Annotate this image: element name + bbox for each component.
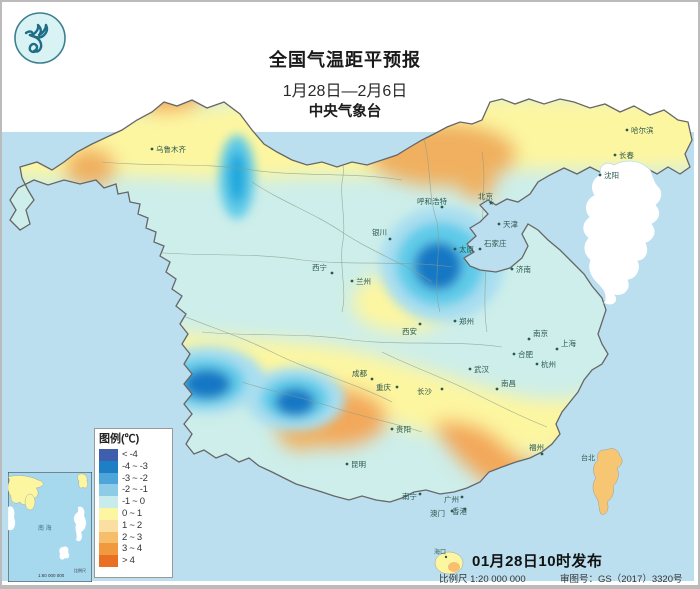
svg-text:哈尔滨: 哈尔滨 <box>631 125 654 135</box>
svg-text:南昌: 南昌 <box>501 378 516 388</box>
svg-text:北京: 北京 <box>478 191 493 201</box>
svg-text:石家庄: 石家庄 <box>484 238 507 248</box>
svg-text:银川: 银川 <box>372 228 387 237</box>
svg-text:西安: 西安 <box>402 326 417 336</box>
svg-text:天津: 天津 <box>503 220 518 229</box>
svg-text:成都: 成都 <box>352 368 367 378</box>
svg-text:比例尺: 比例尺 <box>74 567 86 573</box>
svg-text:澳门: 澳门 <box>430 508 445 518</box>
svg-text:济南: 济南 <box>516 264 531 274</box>
svg-text:福州: 福州 <box>529 443 544 452</box>
svg-text:昆明: 昆明 <box>351 460 366 469</box>
svg-text:广州: 广州 <box>444 494 459 504</box>
svg-text:南宁: 南宁 <box>402 491 417 501</box>
svg-text:武汉: 武汉 <box>474 364 489 374</box>
svg-text:乌鲁木齐: 乌鲁木齐 <box>156 144 186 154</box>
svg-text:呼和浩特: 呼和浩特 <box>417 196 447 206</box>
svg-text:郑州: 郑州 <box>459 316 474 326</box>
svg-text:南 海: 南 海 <box>38 524 52 532</box>
svg-text:贵阳: 贵阳 <box>396 424 411 434</box>
svg-text:沈阳: 沈阳 <box>604 170 619 180</box>
svg-text:合肥: 合肥 <box>518 349 533 359</box>
svg-text:太原: 太原 <box>459 244 474 254</box>
svg-text:西宁: 西宁 <box>312 262 327 272</box>
svg-text:重庆: 重庆 <box>376 382 391 392</box>
svg-text:南京: 南京 <box>533 328 548 338</box>
svg-text:上海: 上海 <box>561 338 576 348</box>
svg-text:长春: 长春 <box>619 150 634 160</box>
svg-text:香港: 香港 <box>452 506 467 516</box>
svg-text:1:60 000 000: 1:60 000 000 <box>38 573 65 578</box>
svg-text:长沙: 长沙 <box>417 386 432 396</box>
svg-text:台北: 台北 <box>581 453 595 462</box>
svg-text:杭州: 杭州 <box>541 359 556 369</box>
svg-text:海口: 海口 <box>434 548 446 556</box>
svg-text:兰州: 兰州 <box>356 276 371 286</box>
